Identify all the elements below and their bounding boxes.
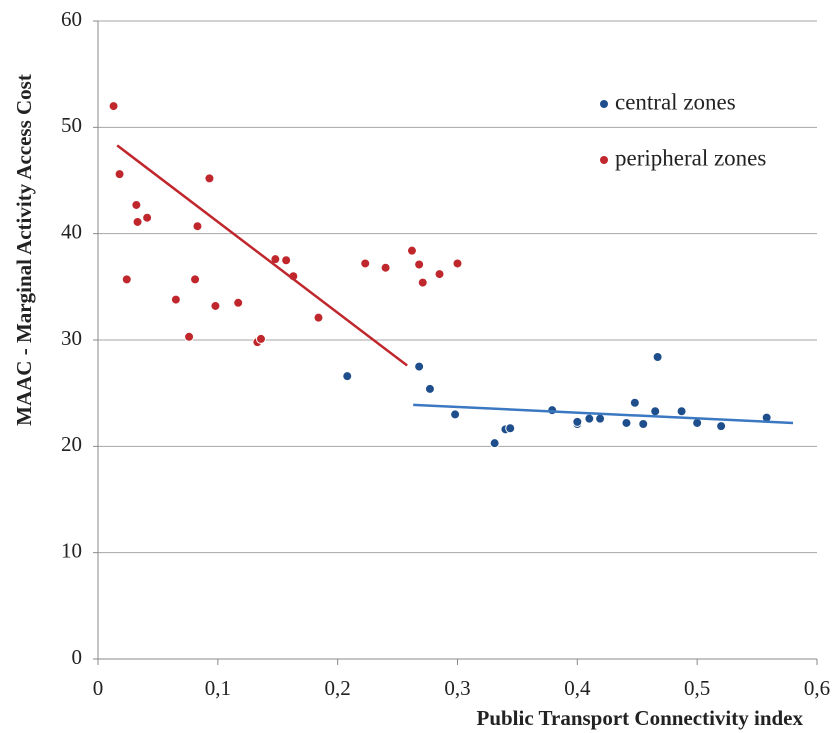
point [414,259,425,270]
point [204,173,215,184]
x-tick-label: 0,5 [684,676,710,700]
y-tick-label: 20 [61,432,82,456]
point [270,254,281,265]
point [621,417,632,428]
legend-marker [600,100,608,108]
x-tick-label: 0 [93,676,104,700]
point [692,417,703,428]
point [489,438,500,449]
y-axis-title: MAAC - Marginal Activity Access Cost [12,74,36,426]
y-tick-label: 40 [61,219,82,243]
point [676,406,687,417]
point [380,262,391,273]
point [450,409,461,420]
point [142,212,153,223]
point [360,258,371,269]
point [629,397,640,408]
point [190,274,201,285]
point [131,199,142,210]
x-tick-label: 0,6 [804,676,830,700]
point [716,421,727,432]
point [595,413,606,424]
legend-label: central zones [615,89,736,114]
point [281,255,292,266]
point [417,277,428,288]
point [505,423,516,434]
point [170,294,181,305]
point [132,216,143,227]
point [184,331,195,342]
trendline [116,144,408,367]
y-tick-label: 30 [61,326,82,350]
y-tick-label: 10 [61,538,82,562]
y-tick-label: 50 [61,113,82,137]
point [210,300,221,311]
legend-marker [600,156,608,164]
y-tick-label: 0 [72,645,83,669]
x-tick-label: 0,2 [325,676,351,700]
point [313,312,324,323]
point [108,101,119,112]
point [342,371,353,382]
point [233,297,244,308]
point [114,169,125,180]
point [434,269,445,280]
point [121,274,132,285]
point [424,383,435,394]
point [584,413,595,424]
point [652,352,663,363]
point [452,258,463,269]
x-tick-label: 0,1 [205,676,231,700]
point [650,406,661,417]
point [572,416,583,427]
legend-label: peripheral zones [615,145,766,170]
point [255,333,266,344]
point [192,221,203,232]
point [406,245,417,256]
point [638,419,649,430]
x-axis-title: Public Transport Connectivity index [477,706,804,730]
trendline [413,403,794,425]
point [414,361,425,372]
x-tick-label: 0,3 [444,676,470,700]
y-tick-label: 60 [61,7,82,31]
x-tick-label: 0,4 [564,676,591,700]
